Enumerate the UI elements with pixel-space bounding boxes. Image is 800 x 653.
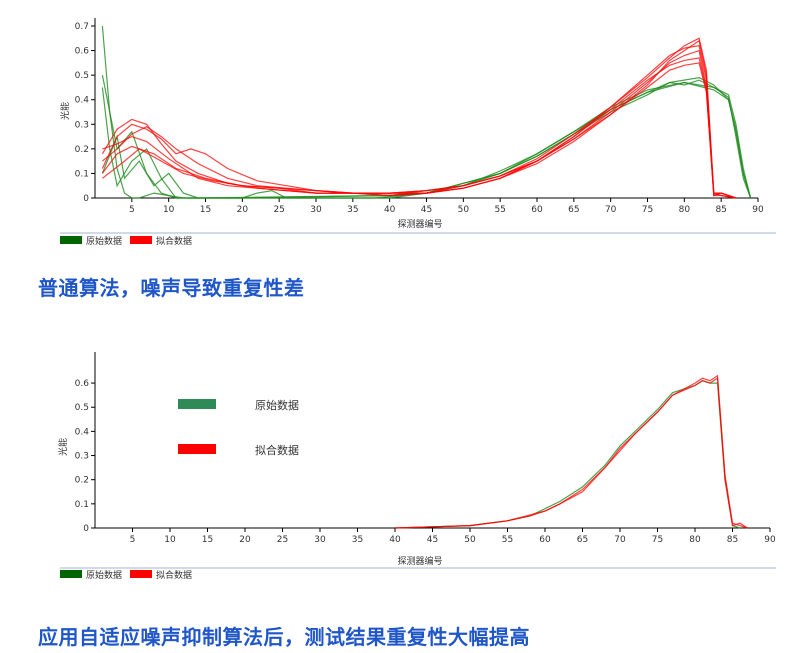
inner-legend-swatch-raw <box>178 399 216 409</box>
series-line-fit <box>394 374 748 529</box>
series-line-fit <box>102 37 737 199</box>
inner-legend-label-raw: 原始数据 <box>255 398 299 412</box>
x-tick-label: 45 <box>427 535 438 545</box>
legend-label-raw: 原始数据 <box>86 235 122 247</box>
x-tick-label: 30 <box>314 535 326 545</box>
x-tick-label: 85 <box>727 535 738 545</box>
x-tick-label: 20 <box>239 535 251 545</box>
series-bottom <box>394 374 748 529</box>
y-tick-label: 0 <box>83 194 89 204</box>
x-tick-label: 10 <box>164 535 176 545</box>
legend-swatch-raw <box>60 236 82 244</box>
x-tick-label: 75 <box>642 205 653 215</box>
y-tick-label: 0.6 <box>75 47 90 57</box>
x-tick-label: 55 <box>502 535 513 545</box>
y-tick-label: 0.2 <box>75 476 89 486</box>
x-tick-label: 90 <box>752 205 764 215</box>
y-tick-label: 0.1 <box>75 169 89 179</box>
inner-legend: 原始数据 拟合数据 <box>178 398 299 457</box>
x-tick-label: 40 <box>389 535 401 545</box>
x-axis-label: 探测器编号 <box>397 555 442 567</box>
legend-bottom-bottom: 原始数据 拟合数据 <box>60 569 192 581</box>
y-tick-label: 0.5 <box>75 403 89 413</box>
chart-bottom-svg: 5 10 15 20 25 30 35 40 45 50 55 60 65 70 75 80 85 90 0 0.1 0… <box>57 352 776 581</box>
x-tick-label: 35 <box>352 535 363 545</box>
x-tick-label: 20 <box>237 205 249 215</box>
y-tick-label: 0.3 <box>75 452 89 462</box>
legend-label-fit: 拟合数据 <box>156 235 192 247</box>
y-tick-label: 0.1 <box>75 500 89 510</box>
x-tick-label: 70 <box>614 535 626 545</box>
x-tick-label: 10 <box>163 205 175 215</box>
y-tick-label: 0.5 <box>75 71 89 81</box>
series-line-fit <box>102 45 737 199</box>
x-tick-label: 25 <box>273 205 284 215</box>
x-tick-label: 15 <box>202 535 213 545</box>
series-line-fit <box>101 39 737 199</box>
y-tick-label: 0.7 <box>75 22 89 32</box>
y-tick-label: 0.4 <box>75 96 90 106</box>
y-tick-label: 0.6 <box>75 379 90 389</box>
y-tick-label: 0.2 <box>75 145 89 155</box>
x-tick-label: 25 <box>277 535 288 545</box>
x-tick-label: 65 <box>577 535 588 545</box>
series-top <box>101 25 752 199</box>
x-tick-label: 55 <box>494 205 505 215</box>
y-tick-label: 0.4 <box>75 427 90 437</box>
axes-bottom: 5 10 15 20 25 30 35 40 45 50 55 60 65 70 75 80 85 90 0 0.1 0… <box>75 352 776 545</box>
x-tick-label: 5 <box>129 205 135 215</box>
series-line-fit <box>101 62 737 199</box>
x-tick-label: 40 <box>384 205 396 215</box>
x-tick-label: 85 <box>715 205 726 215</box>
x-tick-label: 80 <box>679 205 691 215</box>
series-line-raw <box>101 81 752 199</box>
x-tick-label: 90 <box>764 535 776 545</box>
x-tick-label: 65 <box>568 205 579 215</box>
x-tick-label: 70 <box>605 205 617 215</box>
x-tick-label: 35 <box>347 205 358 215</box>
x-tick-label: 80 <box>689 535 701 545</box>
x-tick-label: 60 <box>531 205 543 215</box>
series-line-raw <box>394 380 741 529</box>
x-axis-label: 探测器编号 <box>397 218 442 230</box>
x-tick-label: 45 <box>421 205 432 215</box>
y-axis-label: 光能 <box>57 438 69 456</box>
legend-swatch-raw <box>60 570 82 578</box>
y-tick-label: 0 <box>83 524 89 534</box>
y-axis-label: 光能 <box>59 102 71 120</box>
x-tick-label: 50 <box>464 535 476 545</box>
y-tick-label: 0.3 <box>75 120 89 130</box>
x-tick-label: 50 <box>458 205 470 215</box>
x-tick-label: 15 <box>200 205 211 215</box>
caption-bottom: 应用自适应噪声抑制算法后，测试结果重复性大幅提高 <box>38 625 530 649</box>
series-line-raw <box>101 81 752 199</box>
legend-swatch-fit <box>130 236 152 244</box>
x-tick-label: 30 <box>310 205 322 215</box>
inner-legend-swatch-fit <box>178 444 216 454</box>
legend-label-raw: 原始数据 <box>86 569 122 581</box>
x-tick-label: 60 <box>539 535 551 545</box>
inner-legend-label-fit: 拟合数据 <box>255 443 299 457</box>
chart-top: 5 10 15 20 25 30 35 40 45 50 55 60 65 70 75 80 85 90 0 0.1 0… <box>0 0 800 250</box>
caption-top: 普通算法，噪声导致重复性差 <box>38 276 305 300</box>
chart-bottom: 5 10 15 20 25 30 35 40 45 50 55 60 65 70 75 80 85 90 0 0.1 0… <box>0 340 800 595</box>
legend-label-fit: 拟合数据 <box>156 569 192 581</box>
axes-top: 5 10 15 20 25 30 35 40 45 50 55 60 65 70 75 80 85 90 0 0.1 0… <box>75 18 764 215</box>
series-line-fit <box>394 377 748 529</box>
legend-swatch-fit <box>130 570 152 578</box>
series-line-raw <box>101 25 752 199</box>
series-line-raw <box>101 74 752 199</box>
x-tick-label: 75 <box>652 535 663 545</box>
legend-bottom-top: 原始数据 拟合数据 <box>60 235 192 247</box>
x-tick-label: 5 <box>130 535 136 545</box>
chart-top-svg: 5 10 15 20 25 30 35 40 45 50 55 60 65 70 75 80 85 90 0 0.1 0… <box>59 18 776 247</box>
